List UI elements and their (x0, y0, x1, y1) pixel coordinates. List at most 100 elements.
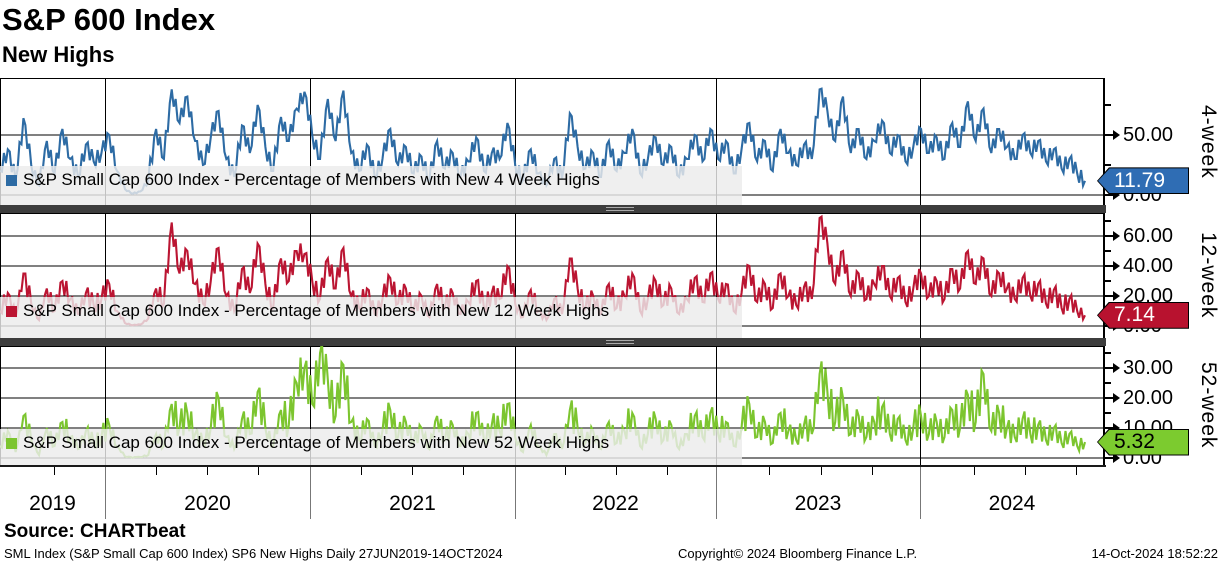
panel-divider (0, 338, 1106, 346)
legend-4-week: S&P Small Cap 600 Index - Percentage of … (6, 168, 600, 192)
tick-arrow-icon (1113, 363, 1120, 373)
x-axis-line (0, 465, 1106, 467)
quarter-tick (361, 467, 362, 475)
quarter-tick (667, 467, 668, 475)
quarter-tick (258, 467, 259, 475)
chart-panel-52-week: S&P Small Cap 600 Index - Percentage of … (0, 342, 1220, 469)
y-tick-12-week: 40.00 (1104, 255, 1173, 277)
quarter-tick (156, 467, 157, 475)
year-gridline (105, 467, 106, 519)
year-label-2020: 2020 (184, 492, 231, 515)
tick-line (1104, 295, 1113, 297)
tick-arrow-icon (1113, 423, 1120, 433)
legend-band (0, 297, 742, 338)
last-value-text: 11.79 (1098, 168, 1188, 194)
legend-band (0, 429, 742, 465)
footer-timestamp: 14-Oct-2024 18:52:22 (1091, 546, 1218, 561)
y-tick-52-week: 20.00 (1104, 387, 1173, 409)
tick-arrow-icon (1113, 393, 1120, 403)
right-axis-line (1103, 78, 1105, 205)
footer-copyright: Copyright© 2024 Bloomberg Finance L.P. (678, 546, 918, 561)
last-value-tag-12-week: 7.14 (1097, 301, 1189, 329)
chart-panel-12-week: S&P Small Cap 600 Index - Percentage of … (0, 213, 1220, 338)
y-tick-12-week: 60.00 (1104, 225, 1173, 247)
panel-side-label-52-week: 52-week (1197, 362, 1220, 449)
legend-label: S&P Small Cap 600 Index - Percentage of … (23, 170, 600, 189)
quarter-tick (565, 467, 566, 475)
quarter-tick (1076, 467, 1077, 475)
y-minor-tick (1104, 164, 1111, 166)
tick-line (1104, 427, 1113, 429)
last-value-tag-4-week: 11.79 (1097, 167, 1189, 195)
tick-line (1104, 457, 1113, 459)
y-minor-tick (1104, 382, 1111, 384)
y-tick-12-week: 20.00 (1104, 285, 1173, 307)
y-tick-label: 20.00 (1123, 284, 1174, 307)
y-tick-label: 60.00 (1123, 224, 1174, 247)
quarter-tick (872, 467, 873, 475)
tick-arrow-icon (1113, 453, 1120, 463)
legend-12-week: S&P Small Cap 600 Index - Percentage of … (6, 299, 609, 323)
tick-arrow-icon (1113, 231, 1120, 241)
footer-series-info: SML Index (S&P Small Cap 600 Index) SP6 … (4, 546, 503, 561)
year-gridline (310, 467, 311, 519)
quarter-tick (1025, 467, 1026, 475)
y-minor-tick (1104, 250, 1111, 252)
tick-line (1104, 397, 1113, 399)
legend-52-week: S&P Small Cap 600 Index - Percentage of … (6, 431, 609, 455)
quarter-tick (463, 467, 464, 475)
tick-arrow-icon (1113, 261, 1120, 271)
legend-band (0, 166, 742, 205)
tick-arrow-icon (1113, 190, 1120, 200)
year-label-2021: 2021 (389, 492, 436, 515)
quarter-tick (616, 467, 617, 475)
chart-subtitle: New Highs (2, 42, 115, 67)
panel-divider-grip[interactable] (603, 338, 637, 346)
quarter-tick (974, 467, 975, 475)
panel-divider-grip[interactable] (603, 205, 637, 213)
year-label-2023: 2023 (794, 492, 842, 515)
right-axis-line (1103, 213, 1105, 338)
year-gridline (920, 467, 921, 519)
year-label-2019: 2019 (29, 492, 76, 515)
y-tick-label: 20.00 (1123, 386, 1174, 409)
last-value-tag-52-week: 5.32 (1097, 428, 1189, 456)
year-gridline (716, 467, 717, 519)
year-gridline (515, 467, 516, 519)
quarter-tick (412, 467, 413, 475)
legend-marker-icon (6, 305, 17, 317)
tick-arrow-icon (1113, 130, 1120, 140)
y-tick-label: 50.00 (1123, 123, 1174, 146)
quarter-tick (769, 467, 770, 475)
source-label: Source: CHARTbeat (4, 521, 186, 542)
right-axis-line (1103, 346, 1105, 465)
tick-line (1104, 367, 1113, 369)
panel-divider (0, 205, 1106, 213)
quarter-tick (207, 467, 208, 475)
chart-panel-4-week: S&P Small Cap 600 Index - Percentage of … (0, 78, 1220, 206)
tick-line (1104, 235, 1113, 237)
y-minor-tick (1104, 412, 1111, 414)
panel-side-label-12-week: 12-week (1197, 232, 1220, 319)
y-minor-tick (1104, 220, 1111, 222)
quarter-tick (821, 467, 822, 475)
tick-line (1104, 265, 1113, 267)
y-tick-label: 40.00 (1123, 254, 1174, 277)
y-tick-label: 30.00 (1123, 356, 1174, 379)
y-minor-tick (1104, 352, 1111, 354)
chart-title: S&P 600 Index (2, 2, 216, 37)
y-minor-tick (1104, 280, 1111, 282)
footer: SML Index (S&P Small Cap 600 Index) SP6 … (0, 546, 1224, 564)
year-label-2022: 2022 (592, 492, 639, 515)
y-tick-52-week: 30.00 (1104, 357, 1173, 379)
panel-side-label-4-week: 4-week (1197, 104, 1220, 179)
y-minor-tick (1104, 104, 1111, 106)
legend-label: S&P Small Cap 600 Index - Percentage of … (23, 433, 610, 452)
quarter-tick (54, 467, 55, 475)
year-label-2024: 2024 (988, 492, 1036, 515)
last-value-text: 7.14 (1098, 302, 1188, 328)
tick-arrow-icon (1113, 291, 1120, 301)
last-value-text: 5.32 (1098, 429, 1188, 455)
legend-marker-icon (6, 437, 17, 449)
